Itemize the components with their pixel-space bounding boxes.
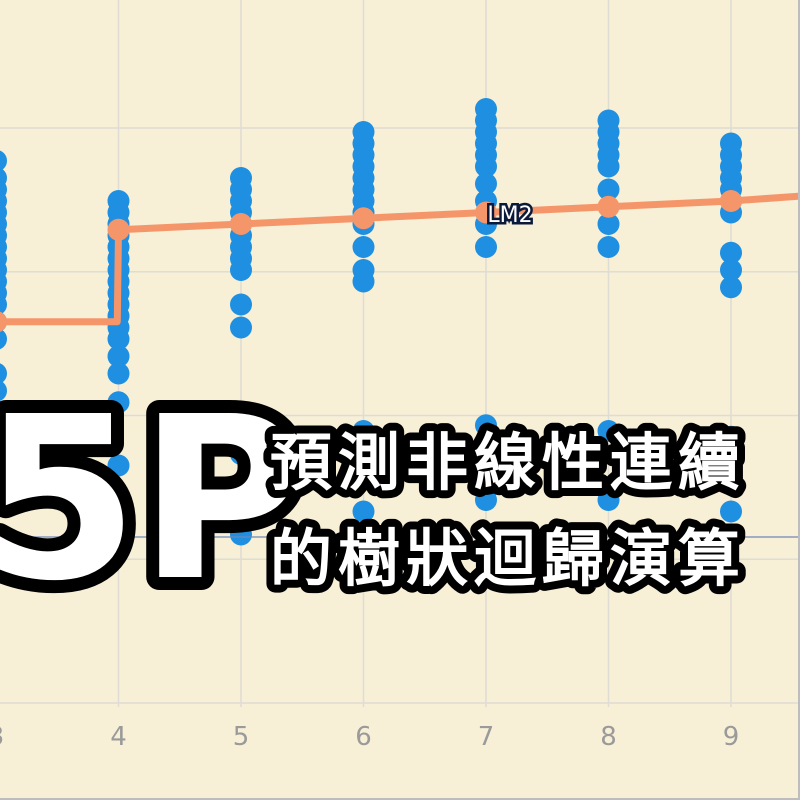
scatter-point: [597, 155, 620, 178]
scatter-point: [230, 293, 252, 316]
scatter-point: [107, 328, 130, 350]
scatter-point: [107, 362, 130, 385]
scatter-point: [0, 380, 7, 401]
fit-line: [0, 190, 800, 332]
fit-line-marker: [352, 207, 375, 230]
big-overlay-text: 5P: [0, 369, 303, 631]
scatter-point: [597, 489, 620, 511]
scatter-point: [107, 391, 130, 414]
scatter-point: [597, 420, 620, 442]
x-tick-label: 6: [355, 722, 372, 752]
scatter-point: [352, 236, 375, 258]
x-tick-label: 7: [478, 722, 495, 752]
scatter-point: [0, 438, 7, 459]
x-tick-label: 4: [110, 722, 127, 752]
x-tick-labels: 3 4 5 6 7 8 9: [0, 722, 739, 752]
x-tick-label: 5: [233, 722, 250, 752]
scatter-point: [720, 425, 742, 448]
x-tick-label: 8: [600, 722, 617, 752]
scatter-point: [107, 345, 130, 368]
scatter-point: [0, 484, 7, 505]
scatter-point: [230, 259, 252, 281]
scatter-point: [720, 241, 742, 264]
scatter-point: [352, 270, 375, 293]
scatter-point: [0, 328, 7, 350]
scatter-point: [352, 500, 375, 523]
scatter-point: [107, 454, 130, 477]
scatter-point: [720, 500, 742, 523]
fit-line-marker: [720, 190, 742, 212]
x-tick-label: 9: [723, 722, 740, 752]
scatter-point: [597, 236, 620, 258]
scatter-point: [475, 236, 497, 258]
scatter-point: [230, 523, 252, 546]
scatter-point: [0, 466, 7, 488]
scatter-point: [230, 316, 252, 339]
title-line-2: 的樹狀迴歸演算: [270, 522, 746, 595]
scatter-point: [0, 363, 7, 384]
scatter-point: [720, 276, 742, 299]
fit-line-marker: [107, 218, 130, 241]
scatter-point: [0, 150, 7, 171]
scatter-point: [0, 409, 7, 430]
scatter-point: [475, 414, 497, 437]
scatter-point: [597, 178, 620, 201]
scatter-point: [0, 294, 7, 315]
scatter-point: [0, 535, 7, 557]
title-line-1: 預測非線性連續: [270, 426, 746, 499]
fit-line-marker: [0, 311, 7, 332]
data-points: [0, 98, 742, 580]
fit-line-marker: [230, 213, 252, 235]
scatter-point: [230, 443, 252, 465]
x-tick-label: 3: [0, 722, 4, 752]
fit-line-marker: [475, 201, 497, 224]
scatter-point: [475, 172, 497, 195]
scatter-point: [352, 420, 375, 442]
scatter-point: [0, 558, 7, 580]
scatter-point: [475, 489, 497, 511]
scatter-point: [475, 155, 497, 178]
scatter-point: [720, 259, 742, 281]
grid-lines: [0, 0, 800, 707]
lm2-annotation: LM2: [487, 203, 532, 228]
fit-line-marker: [597, 195, 620, 218]
scatter-point: [597, 213, 620, 235]
